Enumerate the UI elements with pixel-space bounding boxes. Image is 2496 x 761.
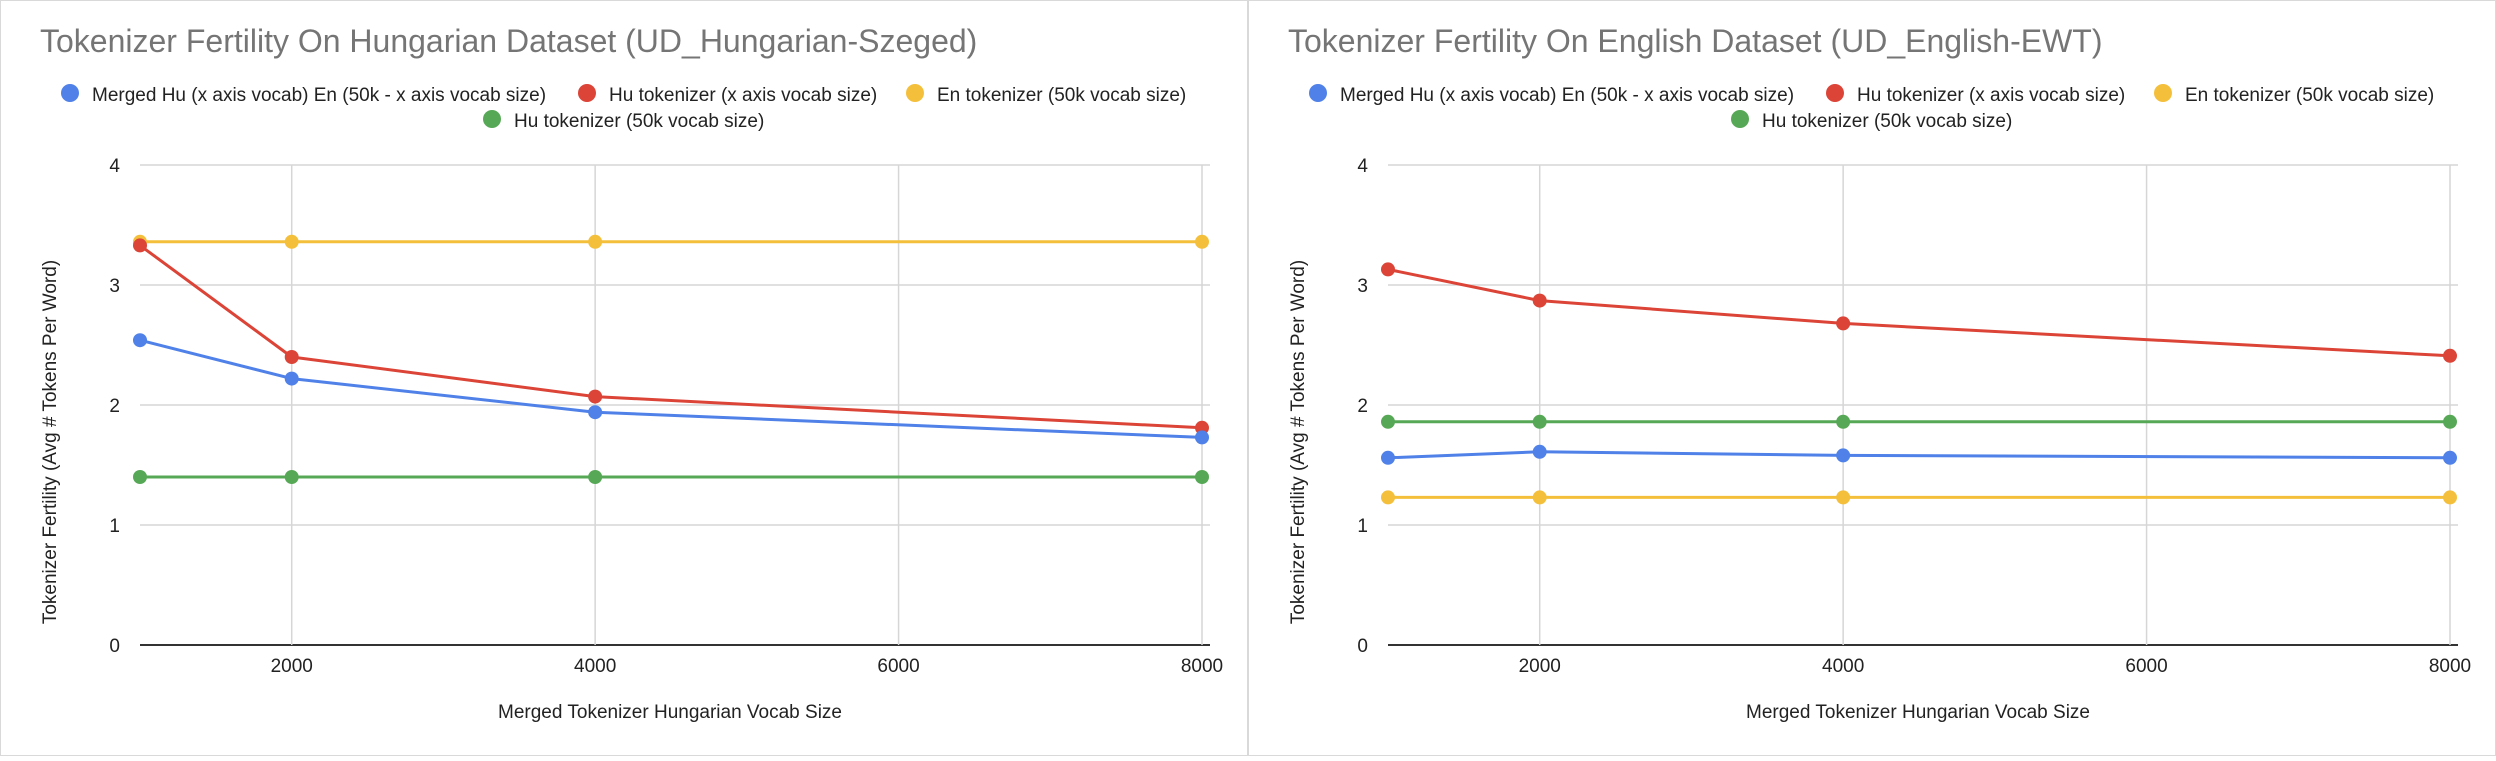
hungarian-chart: Tokenizer Fertility On Hungarian Dataset… xyxy=(40,23,1223,723)
y-tick-label: 4 xyxy=(109,156,120,177)
data-point-merged-hu-x-axis-vocab-en-50k-x-axis-vocab-size xyxy=(1532,444,1547,459)
x-tick-label: 8000 xyxy=(1181,656,1223,677)
legend-label-en-50k: En tokenizer (50k vocab size) xyxy=(2185,85,2434,106)
x-tick-label: 8000 xyxy=(2429,656,2471,677)
y-tick-label: 2 xyxy=(109,396,120,417)
y-tick-label: 1 xyxy=(1357,516,1368,537)
data-point-merged-hu-x-axis-vocab-en-50k-x-axis-vocab-size xyxy=(284,371,299,386)
data-point-en-tokenizer-50k-vocab-size xyxy=(1532,490,1547,505)
plot-area: 0 1 2 3 4 2000 4000 6000 8000 xyxy=(1357,156,2471,677)
data-point-hu-tokenizer-x-axis-vocab-size xyxy=(1381,262,1395,277)
hungarian-chart-panel: Tokenizer Fertility On Hungarian Dataset… xyxy=(0,0,1248,756)
data-point-hu-tokenizer-x-axis-vocab-size xyxy=(1836,316,1851,331)
data-point-en-tokenizer-50k-vocab-size xyxy=(1836,490,1851,505)
legend-marker-en-50k xyxy=(2154,84,2172,102)
y-axis-label: Tokenizer Fertility (Avg # Tokens Per Wo… xyxy=(1288,260,1309,624)
legend-marker-merged xyxy=(1309,84,1327,102)
x-tick-label: 4000 xyxy=(1822,656,1864,677)
chart-title: Tokenizer Fertility On Hungarian Dataset… xyxy=(40,23,977,59)
data-point-hu-tokenizer-50k-vocab-size xyxy=(1195,470,1209,484)
english-chart-panel: Tokenizer Fertility On English Dataset (… xyxy=(1248,0,2496,756)
x-axis-label: Merged Tokenizer Hungarian Vocab Size xyxy=(498,702,842,723)
panel-divider xyxy=(1247,0,1249,756)
data-point-hu-tokenizer-x-axis-vocab-size xyxy=(133,238,147,253)
y-tick-label: 0 xyxy=(1357,636,1368,657)
y-tick-label: 4 xyxy=(1357,156,1368,177)
data-point-en-tokenizer-50k-vocab-size xyxy=(1381,490,1395,505)
legend-label-merged: Merged Hu (x axis vocab) En (50k - x axi… xyxy=(92,85,546,106)
y-tick-label: 3 xyxy=(109,276,120,297)
legend-label-en-50k: En tokenizer (50k vocab size) xyxy=(937,85,1186,106)
data-point-hu-tokenizer-50k-vocab-size xyxy=(284,470,299,484)
legend-marker-merged xyxy=(61,84,79,102)
y-tick-label: 2 xyxy=(1357,396,1368,417)
y-tick-label: 0 xyxy=(109,636,120,657)
data-point-merged-hu-x-axis-vocab-en-50k-x-axis-vocab-size xyxy=(1195,430,1209,445)
data-point-merged-hu-x-axis-vocab-en-50k-x-axis-vocab-size xyxy=(1836,448,1851,463)
chart-legend: Merged Hu (x axis vocab) En (50k - x axi… xyxy=(61,84,1186,132)
data-point-hu-tokenizer-x-axis-vocab-size xyxy=(1532,293,1547,308)
plot-area: 0 1 2 3 4 2000 4000 6000 8000 xyxy=(109,156,1223,677)
legend-label-hu-50k: Hu tokenizer (50k vocab size) xyxy=(514,111,764,132)
data-point-en-tokenizer-50k-vocab-size xyxy=(588,234,603,249)
y-axis-label: Tokenizer Fertility (Avg # Tokens Per Wo… xyxy=(40,260,61,624)
legend-marker-en-50k xyxy=(906,84,924,102)
data-point-merged-hu-x-axis-vocab-en-50k-x-axis-vocab-size xyxy=(2443,450,2457,465)
data-point-hu-tokenizer-50k-vocab-size xyxy=(133,470,147,484)
data-point-en-tokenizer-50k-vocab-size xyxy=(284,234,299,249)
data-point-hu-tokenizer-50k-vocab-size xyxy=(1381,414,1395,429)
chart-legend: Merged Hu (x axis vocab) En (50k - x axi… xyxy=(1309,84,2434,132)
series-line-hu-tokenizer-x-axis-vocab-size xyxy=(1387,267,2451,358)
legend-marker-hu-50k xyxy=(1731,110,1749,128)
series-line-merged-hu-x-axis-vocab-en-50k-x-axis-vocab-size xyxy=(1387,450,2451,460)
data-point-hu-tokenizer-x-axis-vocab-size xyxy=(1195,420,1209,435)
data-point-hu-tokenizer-x-axis-vocab-size xyxy=(2443,348,2457,363)
legend-marker-hu-x xyxy=(1826,84,1844,102)
legend-label-hu-x: Hu tokenizer (x axis vocab size) xyxy=(1857,85,2125,106)
x-tick-label: 2000 xyxy=(271,656,313,677)
data-point-hu-tokenizer-x-axis-vocab-size xyxy=(588,389,603,404)
english-chart: Tokenizer Fertility On English Dataset (… xyxy=(1288,23,2471,723)
x-tick-label: 6000 xyxy=(877,656,919,677)
data-point-en-tokenizer-50k-vocab-size xyxy=(2443,490,2457,505)
legend-marker-hu-50k xyxy=(483,110,501,128)
series-line-merged-hu-x-axis-vocab-en-50k-x-axis-vocab-size xyxy=(139,338,1203,439)
legend-label-hu-x: Hu tokenizer (x axis vocab size) xyxy=(609,85,877,106)
data-point-merged-hu-x-axis-vocab-en-50k-x-axis-vocab-size xyxy=(133,333,147,348)
legend-marker-hu-x xyxy=(578,84,596,102)
data-point-hu-tokenizer-50k-vocab-size xyxy=(2443,414,2457,429)
data-point-en-tokenizer-50k-vocab-size xyxy=(1195,234,1209,249)
x-tick-label: 2000 xyxy=(1519,656,1561,677)
x-axis-label: Merged Tokenizer Hungarian Vocab Size xyxy=(1746,702,2090,723)
legend-label-hu-50k: Hu tokenizer (50k vocab size) xyxy=(1762,111,2012,132)
y-tick-label: 1 xyxy=(109,516,120,537)
x-tick-label: 6000 xyxy=(2125,656,2167,677)
data-point-hu-tokenizer-50k-vocab-size xyxy=(588,470,603,484)
y-tick-label: 3 xyxy=(1357,276,1368,297)
chart-title: Tokenizer Fertility On English Dataset (… xyxy=(1288,23,2102,59)
data-point-hu-tokenizer-50k-vocab-size xyxy=(1532,414,1547,429)
series-line-hu-tokenizer-x-axis-vocab-size xyxy=(139,244,1203,430)
data-point-merged-hu-x-axis-vocab-en-50k-x-axis-vocab-size xyxy=(588,405,603,420)
legend-label-merged: Merged Hu (x axis vocab) En (50k - x axi… xyxy=(1340,85,1794,106)
data-point-hu-tokenizer-50k-vocab-size xyxy=(1836,414,1851,429)
data-point-hu-tokenizer-x-axis-vocab-size xyxy=(284,350,299,364)
data-point-merged-hu-x-axis-vocab-en-50k-x-axis-vocab-size xyxy=(1381,450,1395,465)
x-tick-label: 4000 xyxy=(574,656,616,677)
